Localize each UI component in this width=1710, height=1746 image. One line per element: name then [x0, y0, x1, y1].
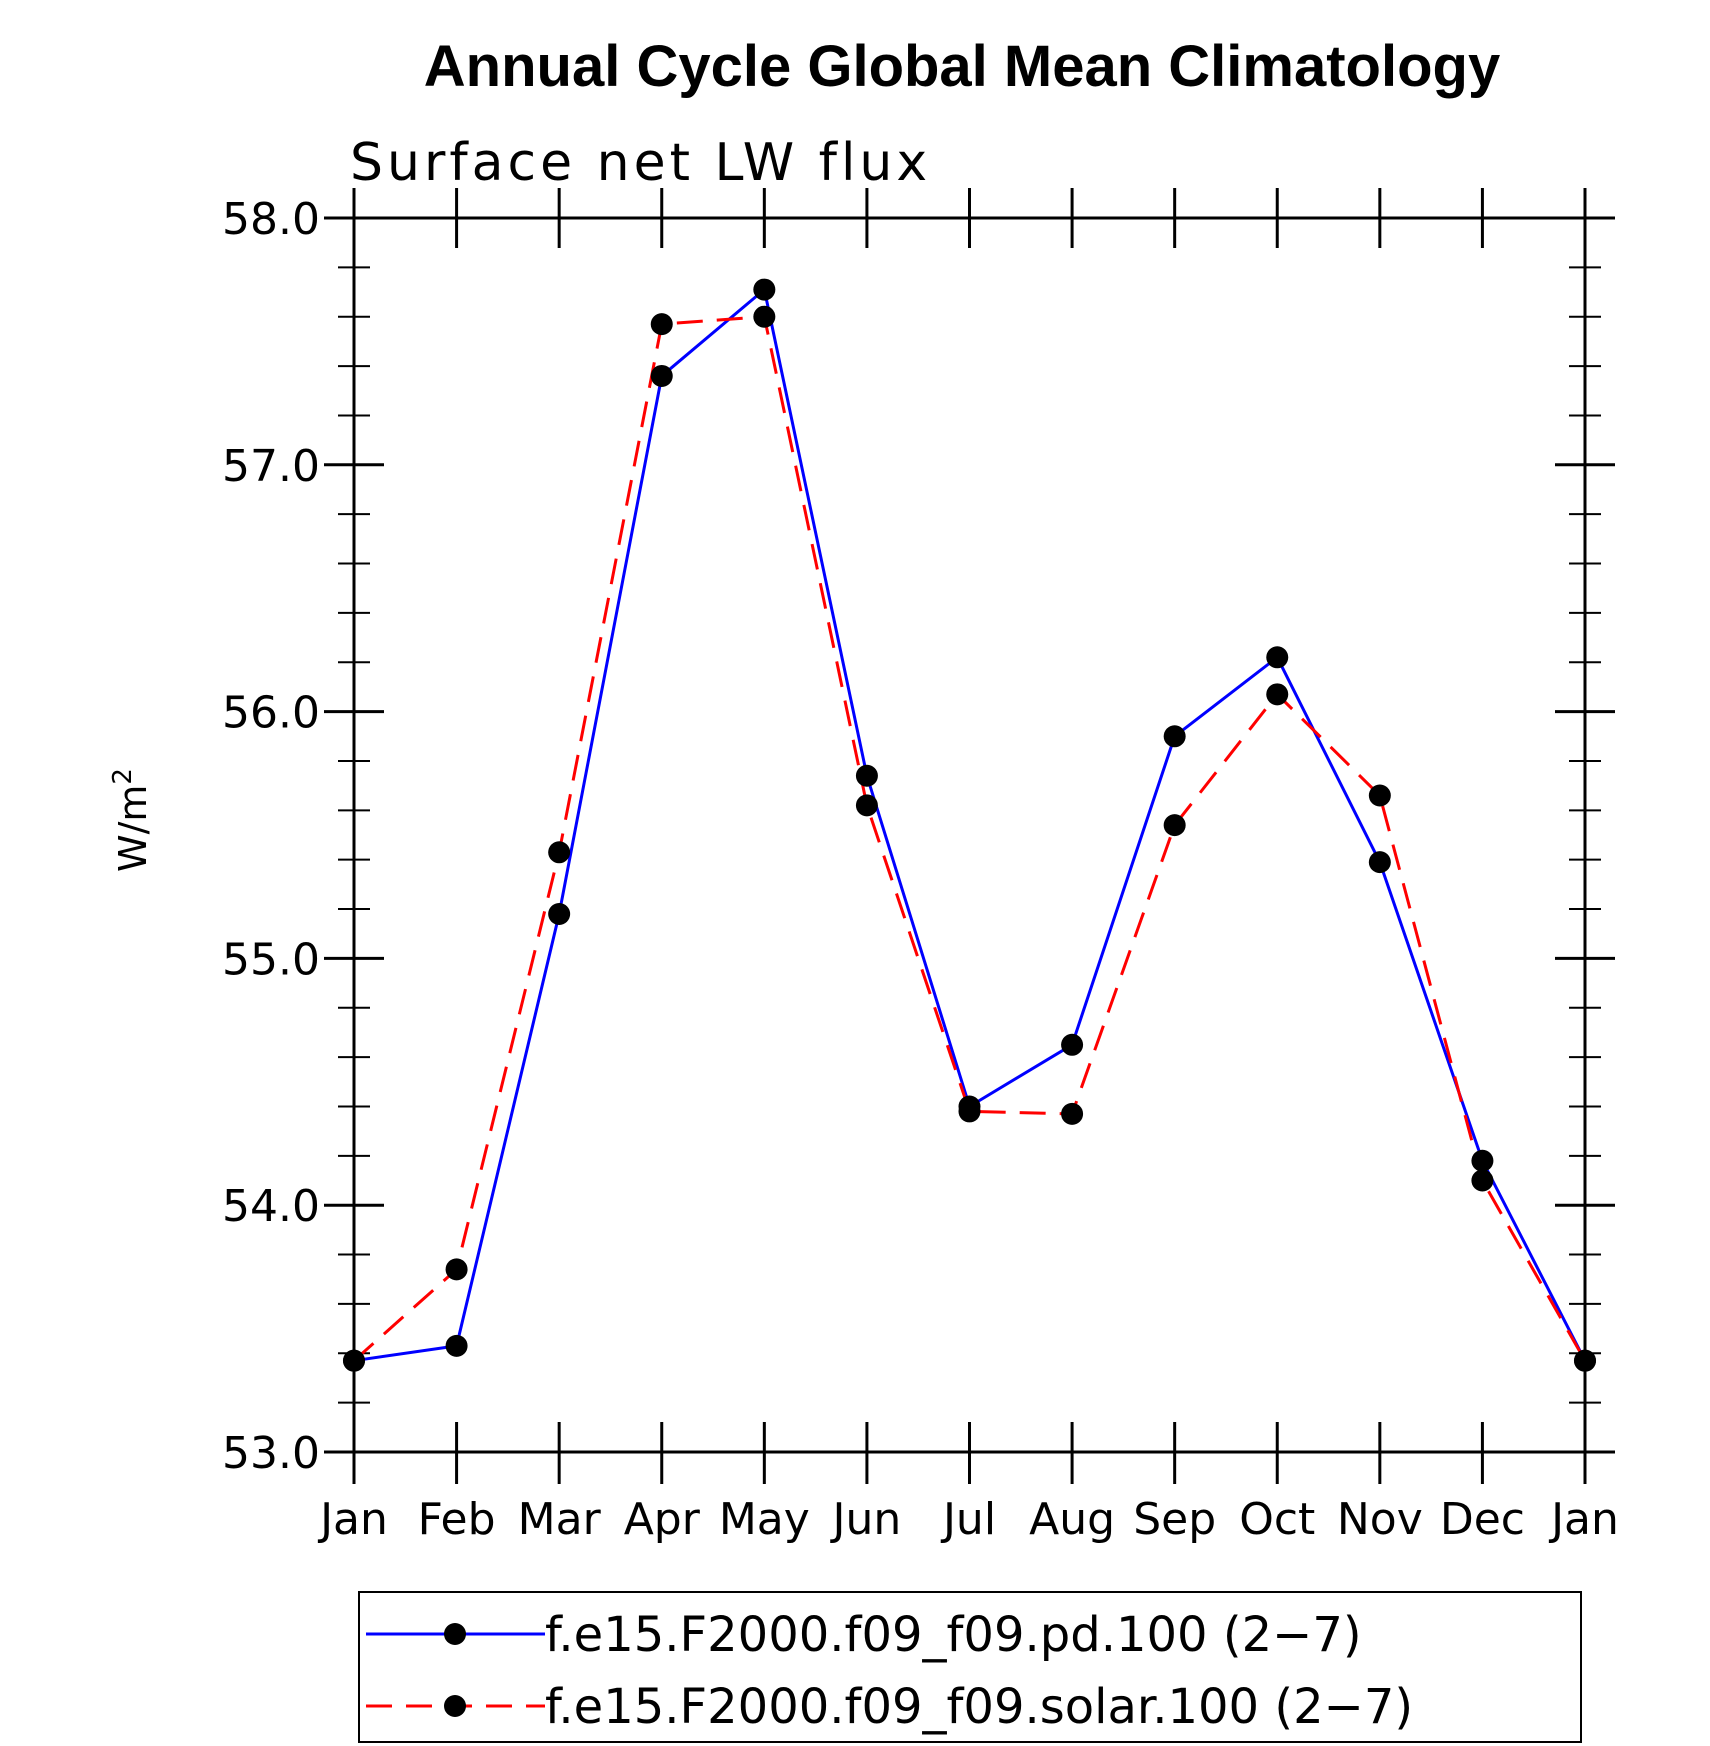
series-line-1	[353, 288, 1587, 1363]
x-tick-label: Jan	[1548, 1494, 1619, 1545]
series-1-point	[650, 364, 673, 387]
x-tick-label: Jul	[940, 1494, 996, 1545]
y-tick-label: 53.0	[222, 1428, 320, 1479]
series-2-point	[1574, 1349, 1596, 1372]
markers-layer	[343, 278, 1596, 1372]
series-layer	[353, 288, 1587, 1363]
series-2-point	[958, 1100, 981, 1123]
axes: Jan Feb Mar Apr May Jun Jul Aug Sep Oct Nov Dec Jan 5…	[222, 188, 1619, 1545]
series-2-point	[1061, 1102, 1084, 1125]
x-tick-label: Nov	[1337, 1494, 1423, 1545]
series-line-2	[353, 315, 1587, 1362]
x-tick-label: Apr	[624, 1494, 701, 1545]
plot-frame	[352, 216, 1587, 1454]
series-2-point	[548, 841, 571, 864]
x-tick-label: Mar	[518, 1494, 602, 1545]
legend-label-2: f.e15.F2000.f09_f09.solar.100 (2−7)	[545, 1679, 1413, 1735]
chart-subtitle: Surface net LW flux	[350, 133, 931, 193]
x-tick-label: Oct	[1239, 1494, 1315, 1545]
series-2-point	[1163, 814, 1186, 837]
series-2-point	[753, 305, 776, 328]
series-1-point	[1266, 646, 1289, 669]
x-tick-label: Dec	[1440, 1494, 1525, 1545]
legend: f.e15.F2000.f09_f09.pd.100 (2−7) f.e15.F2…	[358, 1591, 1582, 1743]
y-tick-label: 54.0	[222, 1181, 320, 1232]
series-1-point	[1061, 1033, 1084, 1056]
series-1-point	[1368, 851, 1391, 874]
x-tick-label: Jan	[317, 1494, 388, 1545]
x-tick-label: May	[719, 1494, 810, 1545]
series-2-point	[855, 794, 878, 817]
y-tick-label: 55.0	[222, 934, 320, 985]
chart-title: Annual Cycle Global Mean Climatology	[424, 34, 1500, 99]
legend-marker-2	[444, 1695, 466, 1717]
x-tick-label: Feb	[418, 1494, 496, 1545]
series-1-point	[445, 1334, 468, 1357]
series-1-point	[1163, 725, 1186, 748]
series-2-point	[1471, 1169, 1494, 1192]
y-axis-label-sup: 2	[108, 768, 138, 785]
series-2-point	[650, 313, 673, 336]
series-2-point	[1368, 784, 1391, 807]
y-tick-label: 57.0	[222, 441, 320, 492]
series-2-point	[445, 1258, 468, 1281]
x-tick-label: Jun	[830, 1494, 902, 1545]
series-1-point	[548, 902, 571, 925]
y-tick-label: 56.0	[222, 688, 320, 739]
legend-marker-1	[444, 1623, 466, 1645]
series-2-point	[343, 1349, 365, 1372]
x-tick-label: Aug	[1029, 1494, 1115, 1545]
legend-box	[358, 1591, 1582, 1743]
series-1-point	[1471, 1149, 1494, 1172]
x-tick-label: Sep	[1133, 1494, 1216, 1545]
y-axis-label: W/m2	[108, 768, 155, 872]
legend-label-1: f.e15.F2000.f09_f09.pd.100 (2−7)	[545, 1607, 1362, 1663]
y-tick-label: 58.0	[222, 194, 320, 245]
series-1-point	[753, 278, 776, 301]
y-axis-label-base: W/m	[111, 785, 155, 872]
series-2-point	[1266, 683, 1289, 706]
series-1-point	[855, 764, 878, 787]
